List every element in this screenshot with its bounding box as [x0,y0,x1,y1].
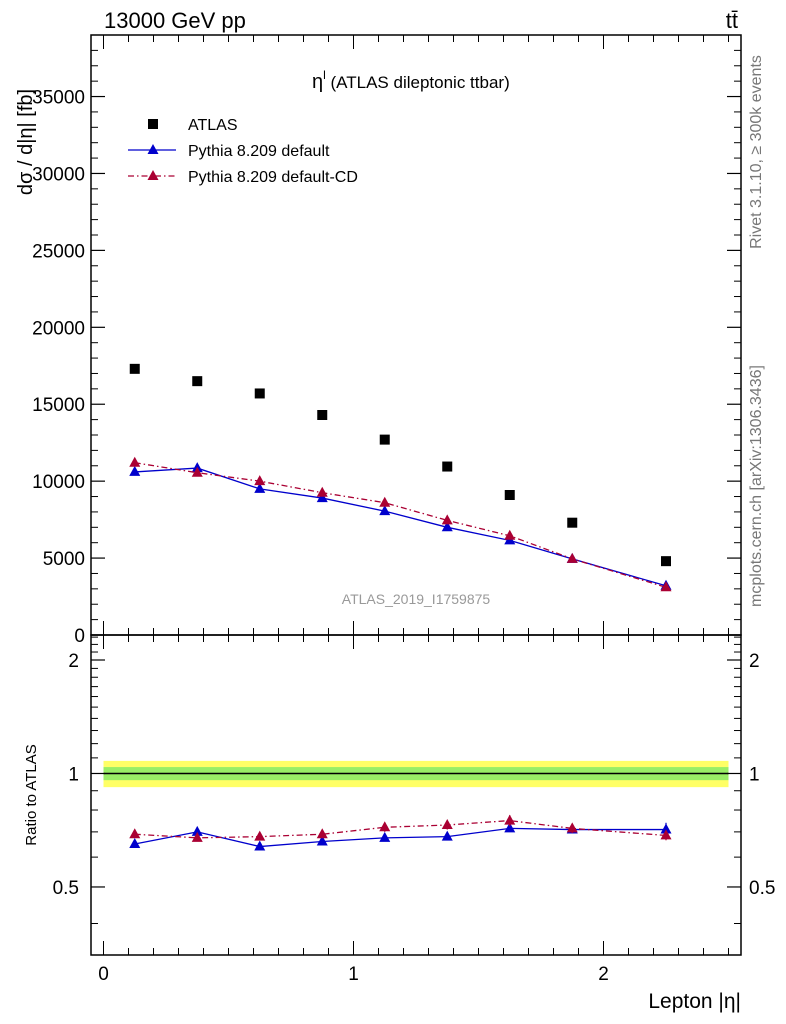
ratio-y-tick-label-right: 0.5 [749,878,775,899]
ratio-series-line [134,827,666,848]
data-point [504,490,515,500]
ratio-data-point [129,828,141,839]
legend-marker [147,170,159,180]
mcplots-label: mcplots.cern.ch [arXiv:1306.3436] [748,365,765,607]
ratio-data-point [566,822,578,833]
data-point [442,461,453,472]
data-point [441,521,453,532]
series-2 [129,456,672,592]
main-y-axis-label: dσ / d|η| [fb] [15,89,37,195]
chart-title-eta: η [312,71,323,93]
data-point [129,456,141,467]
main-y-tick-label: 20000 [32,318,85,339]
data-point [379,434,390,445]
main-y-tick-label: 5000 [43,549,85,570]
ratio-data-point [191,825,203,836]
data-point [317,410,328,420]
ratio-data-point [316,828,328,839]
series-line [134,467,667,587]
chart-title: ηl (ATLAS dileptonic ttbar) [312,68,510,93]
ratio-data-point [316,835,328,846]
x-tick-label: 0 [98,964,109,985]
main-ticks: 0 5000 10000 15000 20000 25000 30000 35000 [32,34,741,647]
x-tick-label: 2 [598,964,609,985]
main-series [129,363,672,592]
ratio-y-tick-label-right: 1 [749,764,760,785]
main-y-tick-label: 30000 [32,164,85,185]
x-tick-label: 1 [348,964,359,985]
data-point [504,529,516,540]
data-point [129,363,140,374]
ratio-y-tick-label-right: 2 [749,651,760,672]
series-0 [129,363,671,567]
data-point [379,496,391,507]
data-point [192,376,203,387]
ratio-data-point [191,831,203,842]
main-y-tick-label: 10000 [32,472,85,493]
ratio-ticks: 0.5 0.5 1 1 2 2 0 1 2 [53,635,775,985]
ratio-data-point [254,840,266,851]
rivet-label: Rivet 3.1.10, ≥ 300k events [748,55,765,249]
data-point [567,517,578,528]
x-axis-label: Lepton |η| [648,990,741,1013]
ratio-frame [90,634,742,956]
data-point [379,505,391,516]
ratio-data-point [441,819,453,830]
watermark: ATLAS_2019_I1759875 [342,591,491,607]
legend-label: ATLAS [188,117,238,134]
data-point [129,465,141,476]
ratio-data-point [504,814,516,825]
chart-title-suffix: (ATLAS dileptonic ttbar) [326,73,510,92]
main-y-tick-label: 15000 [32,395,85,416]
data-point [441,514,453,525]
series-1 [129,462,672,590]
main-y-tick-label: 25000 [32,241,85,262]
ratio-data-point [379,821,391,832]
legend-label: Pythia 8.209 default-CD [188,169,358,186]
series-line [134,462,667,588]
ratio-data-point [441,830,453,841]
ratio-data-point [379,831,391,842]
ratio-panel: 0.5 0.5 1 1 2 2 0 1 2 Ratio to ATLAS Lepton |η| [23,634,775,1013]
ratio-band [103,760,729,788]
legend-label: Pythia 8.209 default [188,143,330,160]
data-point [316,486,328,497]
ratio-y-tick-label: 1 [68,764,79,785]
main-panel: 0 5000 10000 15000 20000 25000 30000 35000 ηl (… [15,34,742,647]
legend-marker [147,144,159,154]
data-point [566,552,578,563]
energy-label: 13000 GeV pp [104,8,246,33]
data-point [316,492,328,503]
data-point [254,482,266,493]
data-point [661,556,671,567]
ratio-series-line [134,819,667,839]
ratio-series-1 [129,814,672,842]
data-point [254,388,265,399]
main-y-tick-label: 0 [74,626,85,647]
ratio-y-tick-label: 2 [68,651,79,672]
data-point [254,475,266,486]
chart-title-sup: l [323,68,326,82]
main-y-tick-label: 35000 [32,88,85,109]
ratio-data-point [129,838,141,849]
ratio-data-point [504,822,516,833]
ratio-series [129,814,672,851]
ratio-data-point [660,829,672,840]
legend: ATLAS Pythia 8.209 default Pythia 8.209 de… [128,117,358,186]
ratio-y-axis-label: Ratio to ATLAS [23,744,40,845]
ratio-series-0 [129,822,672,851]
legend-marker [148,119,158,129]
data-point [191,466,203,477]
ratio-y-tick-label: 0.5 [53,878,79,899]
data-point [660,581,672,592]
ratio-data-point [660,823,672,834]
ratio-data-point [254,830,266,841]
process-label: tt̄ [726,8,738,33]
